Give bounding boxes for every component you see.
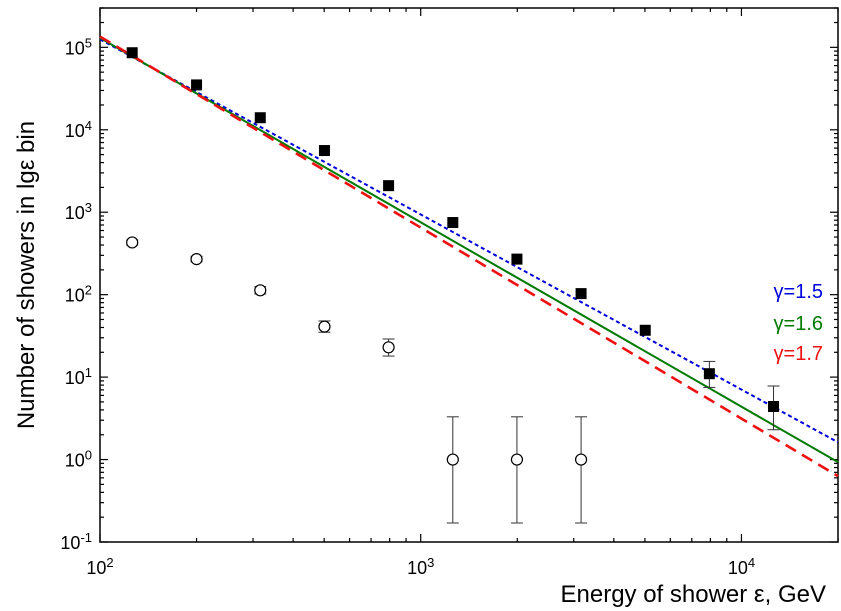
open-circle-point [510, 453, 524, 466]
filled-square-point [768, 401, 780, 413]
filled-square-point [575, 288, 587, 300]
filled-square-point [639, 324, 651, 336]
open-circle-point [190, 253, 203, 266]
legend: γ=1.5 γ=1.6 γ=1.7 [774, 281, 823, 365]
filled-square-point [126, 47, 138, 59]
x-tick-label: 104 [728, 555, 755, 579]
open-circle-point [382, 341, 395, 354]
legend-label: γ=1.6 [774, 313, 823, 335]
y-axis-title: Number of showers in lgε bin [13, 121, 40, 429]
axis-ticks: 102 103 104 10-1 100 101 102 103 104 105 [60, 7, 839, 579]
open-circle-point [126, 236, 139, 249]
legend-label: γ=1.5 [774, 281, 823, 303]
filled-square-point [254, 112, 266, 124]
y-tick-label: 10-1 [60, 530, 92, 554]
open-circle-point [446, 453, 459, 466]
filled-square-point [447, 217, 459, 229]
fit-line [99, 35, 839, 478]
y-tick-label: 105 [65, 35, 92, 59]
filled-square-point [191, 79, 203, 91]
fit-line [99, 37, 839, 464]
filled-square-point [511, 253, 523, 265]
y-tick-label: 101 [65, 365, 92, 389]
filled-square-point [703, 368, 715, 380]
plot-frame [99, 7, 839, 543]
y-tick-label: 104 [65, 117, 92, 141]
data-points [126, 47, 780, 466]
x-tick-label: 102 [86, 555, 113, 579]
filled-square-point [318, 145, 330, 157]
legend-label: γ=1.7 [774, 343, 823, 365]
fit-line [99, 38, 839, 444]
fit-lines [99, 35, 839, 478]
open-circle-point [254, 284, 267, 297]
filled-square-point [383, 180, 395, 192]
open-circle-point [574, 453, 588, 466]
y-tick-label: 103 [65, 200, 92, 224]
y-tick-label: 100 [65, 447, 92, 471]
open-circle-point [318, 320, 331, 333]
y-tick-label: 102 [65, 282, 92, 306]
x-tick-label: 103 [407, 555, 434, 579]
x-axis-title: Energy of shower ε, GeV [561, 581, 827, 608]
